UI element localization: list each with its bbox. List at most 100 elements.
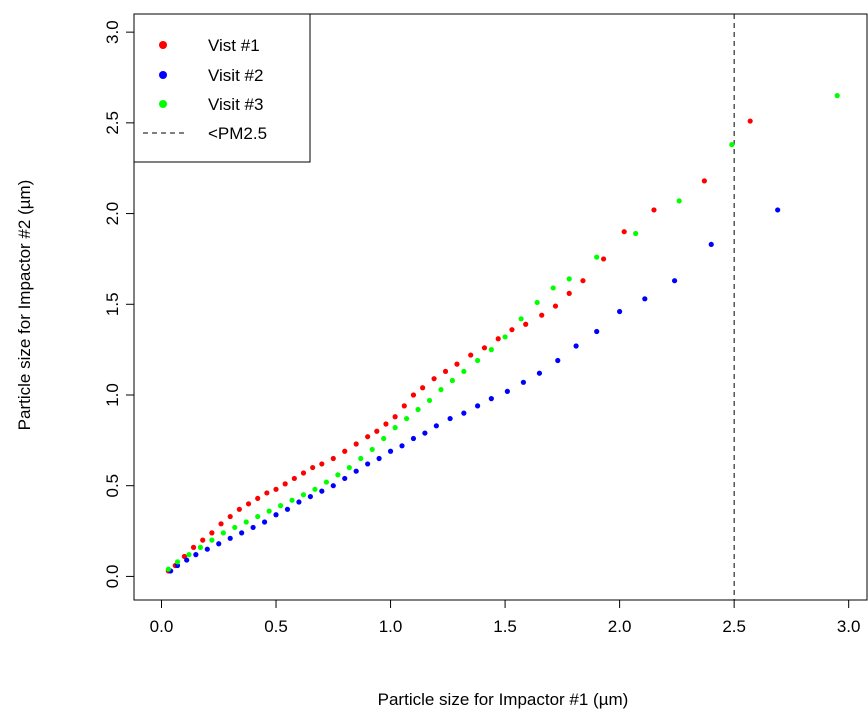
point-series-1 — [190, 544, 197, 550]
legend-label-visit-1: Vist #1 — [208, 36, 260, 55]
point-series-1 — [218, 521, 224, 527]
point-series-3 — [474, 357, 481, 364]
point-series-1 — [566, 290, 572, 296]
x-tick-label: 3.0 — [837, 617, 861, 636]
point-series-1 — [523, 321, 529, 327]
point-series-2 — [504, 388, 510, 394]
point-series-1 — [255, 495, 261, 502]
point-series-3 — [461, 368, 467, 375]
point-series-3 — [323, 479, 330, 485]
x-tick-label: 0.0 — [150, 617, 174, 636]
point-series-2 — [284, 506, 291, 512]
point-series-1 — [401, 403, 407, 409]
point-series-2 — [216, 541, 222, 547]
point-series-1 — [273, 486, 279, 492]
point-series-2 — [307, 493, 313, 500]
point-series-2 — [353, 468, 359, 474]
point-series-2 — [573, 343, 579, 349]
point-series-1 — [310, 464, 316, 471]
point-series-3 — [834, 93, 840, 99]
x-tick-label: 1.0 — [379, 617, 403, 636]
point-series-3 — [438, 386, 444, 393]
point-series-2 — [461, 410, 467, 416]
point-series-1 — [539, 312, 545, 318]
legend-box — [133, 13, 311, 163]
point-series-2 — [174, 562, 181, 569]
point-series-2 — [488, 396, 494, 402]
legend-marker-visit-3 — [159, 100, 167, 108]
point-series-2 — [433, 423, 439, 429]
point-series-1 — [291, 475, 297, 482]
point-series-2 — [204, 546, 210, 552]
point-series-3 — [278, 503, 284, 509]
y-tick-label: 0.5 — [103, 474, 122, 498]
point-series-2 — [555, 357, 561, 364]
chart-marks — [165, 14, 840, 600]
point-series-1 — [342, 448, 348, 454]
point-series-3 — [550, 285, 556, 291]
legend-marker-visit-2 — [159, 71, 167, 79]
point-series-1 — [353, 441, 359, 447]
point-series-2 — [319, 488, 325, 494]
y-tick-label: 1.0 — [103, 383, 122, 407]
point-series-3 — [566, 276, 572, 282]
point-series-1 — [552, 303, 559, 309]
point-series-2 — [261, 519, 268, 525]
point-series-3 — [255, 513, 261, 520]
point-series-1 — [431, 376, 437, 382]
point-series-1 — [509, 327, 515, 333]
point-series-2 — [193, 552, 199, 558]
point-series-1 — [600, 256, 607, 262]
point-series-3 — [502, 334, 508, 340]
point-series-1 — [365, 434, 371, 440]
point-series-2 — [250, 524, 256, 531]
point-series-2 — [387, 448, 394, 454]
point-series-2 — [447, 415, 453, 422]
point-series-2 — [617, 308, 623, 315]
point-series-1 — [495, 336, 501, 342]
point-series-2 — [239, 530, 245, 536]
point-series-3 — [312, 486, 318, 492]
point-series-3 — [676, 198, 682, 204]
point-series-3 — [220, 530, 226, 536]
point-series-3 — [381, 435, 387, 442]
point-series-2 — [775, 207, 781, 213]
point-series-1 — [701, 178, 707, 184]
plot-frame — [133, 13, 868, 601]
point-series-1 — [442, 368, 449, 375]
point-series-3 — [403, 415, 410, 422]
point-series-1 — [392, 414, 398, 420]
y-axis-title: Particle size for Impactor #2 (µm) — [15, 180, 34, 431]
point-series-3 — [335, 472, 341, 478]
point-series-3 — [449, 377, 455, 384]
point-series-3 — [392, 425, 398, 431]
point-series-3 — [174, 559, 181, 565]
point-series-1 — [468, 352, 474, 358]
point-series-3 — [729, 142, 735, 148]
point-series-2 — [536, 370, 543, 376]
x-tick-label: 2.5 — [722, 617, 746, 636]
legend-label-visit-3: Visit #3 — [208, 95, 263, 114]
point-series-3 — [534, 299, 540, 306]
point-series-3 — [209, 537, 215, 543]
y-tick-label: 3.0 — [103, 20, 122, 44]
point-series-2 — [273, 512, 279, 518]
point-series-3 — [232, 524, 238, 531]
point-series-3 — [266, 508, 272, 514]
x-tick-label: 2.0 — [608, 617, 632, 636]
point-series-2 — [365, 461, 371, 467]
point-series-1 — [651, 207, 657, 213]
point-series-3 — [488, 347, 494, 353]
point-series-1 — [319, 461, 325, 467]
legend-marker-visit-1 — [159, 41, 167, 49]
point-series-1 — [481, 345, 488, 351]
point-series-3 — [518, 316, 524, 322]
y-tick-label: 2.5 — [103, 111, 122, 135]
legend-label-visit-2: Visit #2 — [208, 66, 263, 85]
point-series-2 — [227, 535, 233, 541]
point-series-3 — [186, 552, 192, 558]
point-series-1 — [374, 428, 380, 434]
point-series-1 — [330, 455, 336, 462]
point-series-1 — [282, 481, 288, 487]
